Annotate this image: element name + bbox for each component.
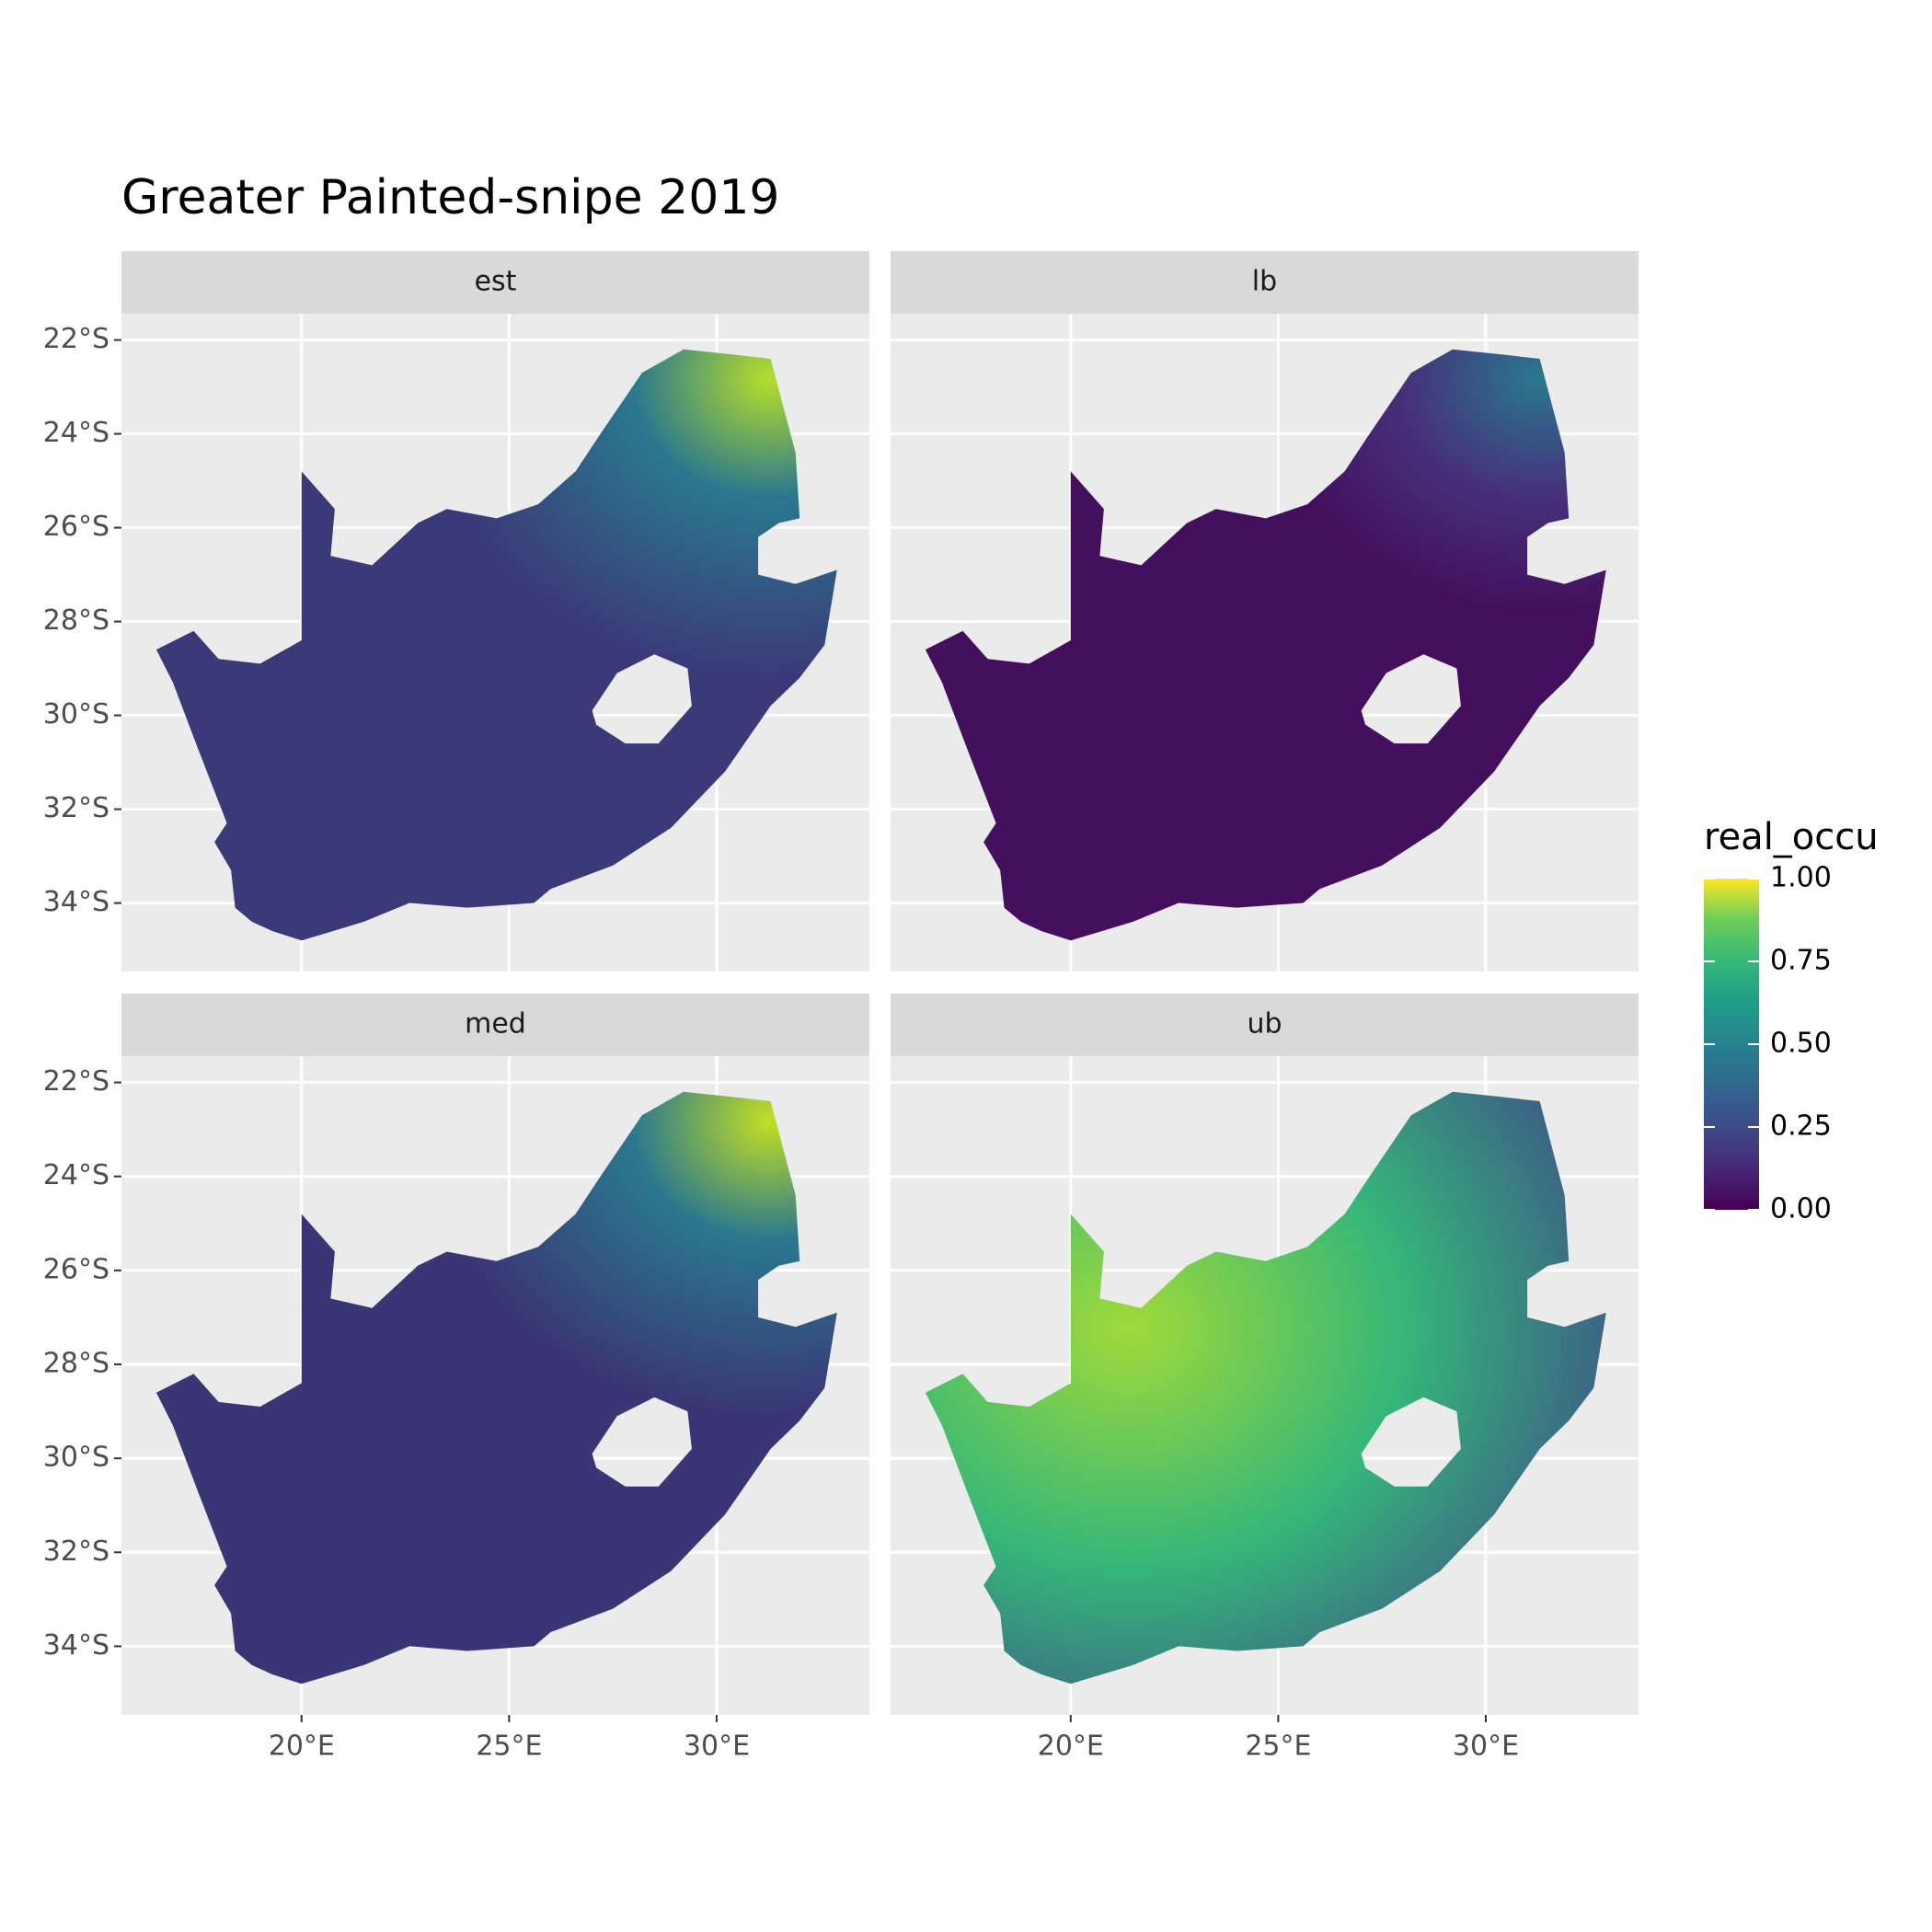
strip-label: med bbox=[465, 1008, 526, 1041]
y-tick-label: 32°S bbox=[43, 792, 109, 824]
y-tick-label: 28°S bbox=[43, 1348, 109, 1380]
y-tick-label: 26°S bbox=[43, 511, 109, 543]
strip bbox=[121, 251, 869, 314]
y-tick-label: 34°S bbox=[43, 1629, 109, 1662]
strip-label: lb bbox=[1252, 266, 1277, 298]
y-tick-label: 30°S bbox=[43, 1442, 109, 1474]
x-tick-label: 20°E bbox=[1038, 1731, 1104, 1763]
legend-tick-label: 0.25 bbox=[1770, 1110, 1832, 1143]
x-tick-label: 30°E bbox=[1453, 1731, 1519, 1763]
map-region bbox=[925, 1091, 1606, 1685]
x-tick-label: 20°E bbox=[269, 1731, 335, 1763]
strip-label: ub bbox=[1247, 1008, 1282, 1041]
legend-tick-label: 0.00 bbox=[1770, 1193, 1832, 1225]
chart-title: Greater Painted-snipe 2019 bbox=[121, 170, 779, 225]
legend-tick-label: 0.50 bbox=[1770, 1028, 1832, 1060]
strip bbox=[891, 251, 1639, 314]
strip-label: est bbox=[475, 266, 517, 298]
y-tick-label: 34°S bbox=[43, 886, 109, 918]
strip bbox=[121, 994, 869, 1056]
y-tick-label: 30°S bbox=[43, 698, 109, 730]
y-tick-label: 24°S bbox=[43, 417, 109, 449]
x-tick-label: 25°E bbox=[476, 1731, 542, 1763]
map-region bbox=[155, 1091, 837, 1685]
map-region bbox=[155, 349, 837, 941]
y-tick-label: 22°S bbox=[43, 1065, 109, 1098]
x-tick-label: 30°E bbox=[684, 1731, 750, 1763]
legend-tick-label: 1.00 bbox=[1770, 862, 1832, 894]
y-tick-label: 26°S bbox=[43, 1253, 109, 1285]
y-tick-label: 24°S bbox=[43, 1159, 109, 1191]
map-region bbox=[925, 349, 1606, 941]
y-tick-label: 32°S bbox=[43, 1535, 109, 1568]
legend-title: real_occu bbox=[1704, 816, 1879, 858]
x-tick-label: 25°E bbox=[1245, 1731, 1311, 1763]
y-tick-label: 22°S bbox=[43, 323, 109, 355]
strip bbox=[891, 994, 1639, 1056]
legend-tick-label: 0.75 bbox=[1770, 945, 1832, 977]
y-tick-label: 28°S bbox=[43, 604, 109, 637]
